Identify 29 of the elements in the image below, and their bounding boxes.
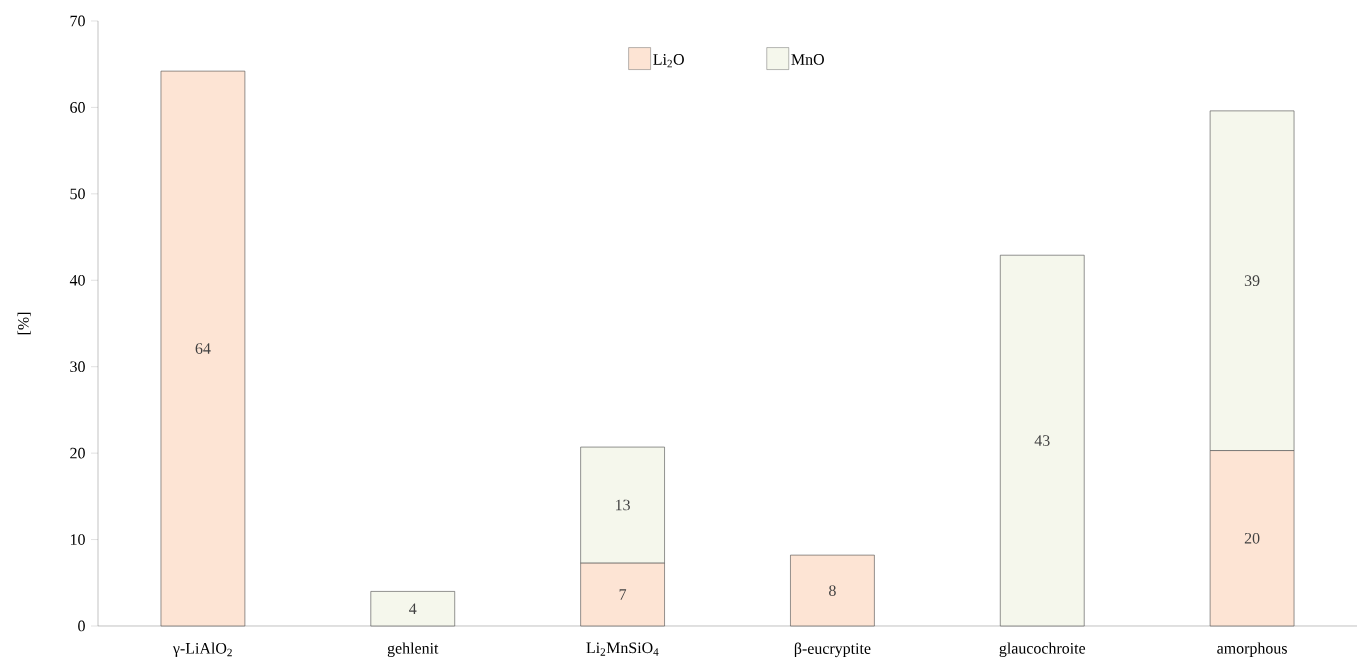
- y-tick-label: 30: [70, 361, 85, 373]
- bar: [999, 254, 1085, 627]
- data-label: 64: [195, 343, 211, 354]
- data-label: 8: [829, 585, 836, 596]
- y-tick-label: 70: [70, 15, 85, 27]
- y-axis-title: [%]: [17, 312, 31, 335]
- data-label: 39: [1244, 275, 1260, 287]
- x-tick-label: glaucochroite: [999, 642, 1086, 657]
- bar: [790, 554, 875, 627]
- x-tick-label: γ-LiAlO$_{2}$: [172, 642, 232, 657]
- y-tick-label: 40: [69, 274, 85, 286]
- data-label: 20: [1244, 532, 1260, 544]
- data-label: 4: [409, 603, 417, 614]
- data-label: 43: [1034, 435, 1050, 446]
- x-tick-label: Li$_{2}$MnSiO$_{4}$: [586, 642, 659, 656]
- x-tick-label: gehlenit: [387, 642, 439, 657]
- legend-label: Li$_{2}$O: [653, 54, 684, 68]
- x-tick-label: amorphous: [1217, 642, 1287, 657]
- x-tick-label: β-eucryptite: [794, 642, 871, 658]
- bar: [370, 591, 456, 627]
- y-tick-label: 10: [70, 534, 85, 545]
- y-tick-label: 20: [70, 447, 85, 459]
- data-label: 7: [619, 589, 627, 600]
- legend-label: MnO: [791, 54, 824, 65]
- bar: [160, 70, 246, 627]
- y-tick-label: 0: [78, 620, 85, 632]
- data-label: 13: [616, 499, 630, 511]
- y-tick-label: 60: [70, 102, 85, 113]
- y-tick-label: 50: [70, 188, 85, 200]
